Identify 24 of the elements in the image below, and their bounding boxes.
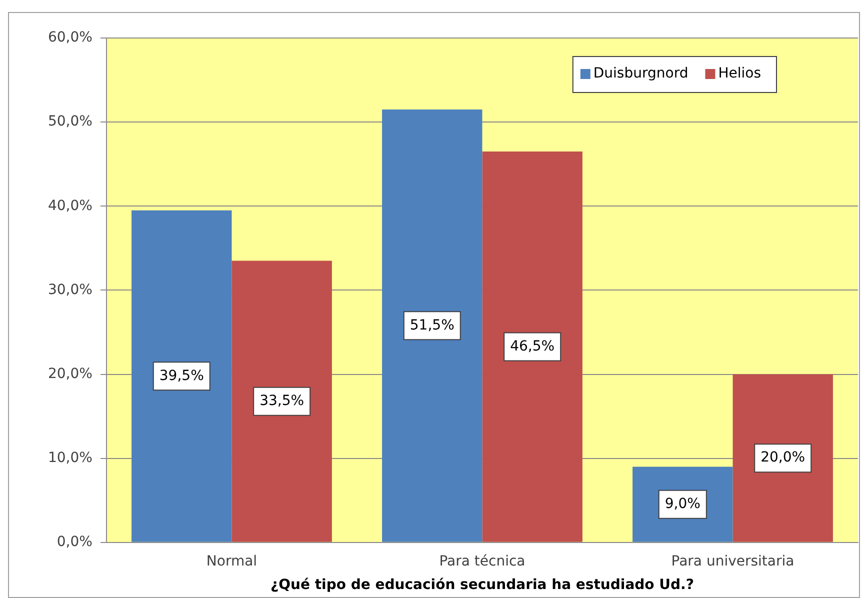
y-tick-label: 60,0% xyxy=(48,30,92,46)
x-tick-label: Para universitaria xyxy=(671,553,794,570)
legend-label: Duisburgnord xyxy=(593,66,688,82)
data-label: 33,5% xyxy=(260,392,304,409)
x-tick-label: Para técnica xyxy=(439,553,526,570)
x-tick-label: Normal xyxy=(206,553,258,570)
y-tick-label: 10,0% xyxy=(48,450,92,466)
y-tick-label: 40,0% xyxy=(48,198,92,214)
x-axis-title: ¿Qué tipo de educación secundaria ha estudiado Ud.? xyxy=(270,577,694,594)
bar xyxy=(732,374,833,542)
data-label: 20,0% xyxy=(760,450,806,466)
legend-label: Helios xyxy=(718,66,761,82)
data-label: 46,5% xyxy=(510,338,555,354)
y-tick-label: 30,0% xyxy=(48,282,92,298)
y-tick-label: 50,0% xyxy=(48,114,92,130)
bar xyxy=(132,210,232,542)
y-tick-label: 0,0% xyxy=(56,534,92,550)
y-tick-label: 20,0% xyxy=(48,366,92,382)
bar xyxy=(482,151,582,542)
data-label: 39,5% xyxy=(159,368,204,384)
bar xyxy=(232,260,332,542)
data-label: 9,0% xyxy=(664,496,700,512)
bar xyxy=(382,109,482,542)
data-label: 51,5% xyxy=(410,317,454,334)
